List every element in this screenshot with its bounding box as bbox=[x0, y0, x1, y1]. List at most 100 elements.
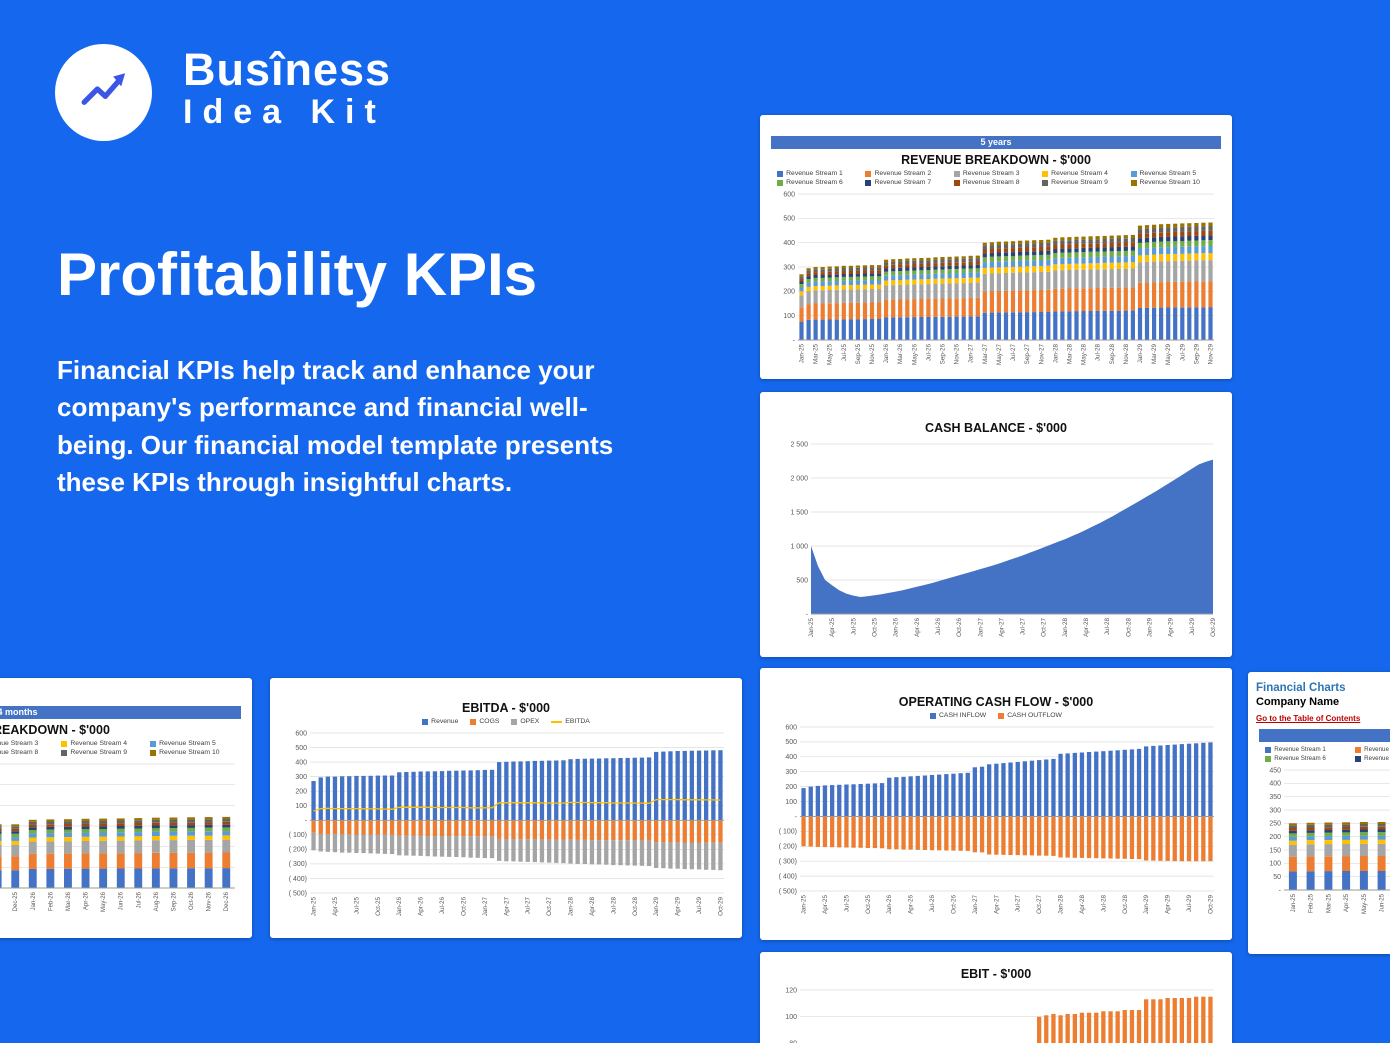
svg-text:May-26: May-26 bbox=[911, 344, 918, 365]
svg-text:Nov-25: Nov-25 bbox=[0, 891, 2, 911]
svg-text:( 500): ( 500) bbox=[779, 888, 797, 895]
svg-text:Jun-26: Jun-26 bbox=[119, 891, 125, 910]
svg-text:Jul-25: Jul-25 bbox=[353, 897, 360, 915]
legend-swatch bbox=[1130, 179, 1137, 186]
svg-text:Oct-26: Oct-26 bbox=[189, 891, 195, 910]
brand-name: Busîness Idea Kit bbox=[183, 46, 391, 131]
svg-text:Jan-29: Jan-29 bbox=[1137, 344, 1144, 364]
legend-item: Revenue Stream 5 bbox=[1130, 170, 1215, 177]
legend-item: COGS bbox=[470, 718, 499, 725]
period-badge: 5 years bbox=[771, 136, 1221, 149]
legend-swatch bbox=[1265, 755, 1272, 762]
svg-text:Jul-28: Jul-28 bbox=[1104, 618, 1111, 636]
svg-text:450: 450 bbox=[1269, 767, 1281, 774]
svg-text:Jul-29: Jul-29 bbox=[1186, 895, 1193, 913]
svg-text:Apr-28: Apr-28 bbox=[1083, 618, 1090, 637]
svg-text:Jan-26: Jan-26 bbox=[31, 891, 37, 910]
svg-text:( 500): ( 500) bbox=[289, 890, 307, 897]
operating-cash-flow-plot: 600 500 400 300 200 100 - ( 100) ( 200) ( 300) ( 4… bbox=[770, 721, 1222, 921]
svg-text:Dec-25: Dec-25 bbox=[13, 891, 19, 911]
trend-arrow-icon bbox=[81, 72, 125, 105]
legend-item: Revenue Stream 1 bbox=[777, 170, 861, 177]
legend-item: Revenue Stream 3 bbox=[0, 740, 39, 747]
ebit-card: EBIT - $'000 12010080604020-Jan-25Apr-25… bbox=[760, 952, 1232, 1043]
ebit-plot: 12010080604020-Jan-25Apr-25Jul-25Oct-25J… bbox=[770, 984, 1222, 1043]
svg-text:Oct-28: Oct-28 bbox=[632, 897, 639, 916]
legend-item: OPEX bbox=[511, 718, 539, 725]
svg-text:500: 500 bbox=[783, 216, 795, 223]
svg-text:Jan-27: Jan-27 bbox=[968, 344, 975, 364]
chart-title: EBIT - $'000 bbox=[960, 967, 1032, 981]
legend-item: Revenue bbox=[422, 718, 458, 725]
chart-legend: CASH INFLOW CASH OUTFLOW bbox=[768, 712, 1224, 719]
legend-item: Revenue Stream 9 bbox=[61, 749, 146, 756]
revenue-breakdown-24m-card: 24 months REVENUE BREAKDOWN - $'000 Reve… bbox=[0, 678, 252, 938]
svg-text:Jan-29: Jan-29 bbox=[653, 897, 660, 917]
svg-text:Oct-29: Oct-29 bbox=[1207, 895, 1214, 914]
svg-text:Apr-29: Apr-29 bbox=[1168, 618, 1175, 637]
svg-text:Apr-25: Apr-25 bbox=[1344, 893, 1350, 912]
svg-text:300: 300 bbox=[295, 774, 307, 781]
svg-text:2 500: 2 500 bbox=[790, 441, 808, 448]
legend-item: Revenue Stream 7 bbox=[865, 179, 949, 186]
company-name: Company Name bbox=[1256, 696, 1340, 708]
period-badge bbox=[1259, 729, 1390, 742]
operating-cash-flow-card: OPERATING CASH FLOW - $'000 CASH INFLOW C… bbox=[760, 668, 1232, 940]
toc-mini-plot: 450 400 350 300 250 200 150 100 50 - Jan-25 Feb-25 M… bbox=[1258, 764, 1390, 916]
legend-swatch bbox=[470, 718, 477, 725]
svg-text:Oct-26: Oct-26 bbox=[956, 618, 963, 637]
svg-text:100: 100 bbox=[1269, 861, 1281, 868]
svg-text:-: - bbox=[806, 611, 809, 618]
legend-swatch bbox=[930, 712, 936, 719]
svg-text:Sep-26: Sep-26 bbox=[172, 891, 178, 911]
svg-text:Apr-29: Apr-29 bbox=[1165, 895, 1172, 914]
svg-text:Aug-26: Aug-26 bbox=[154, 891, 160, 911]
svg-text:150: 150 bbox=[1269, 847, 1281, 854]
svg-text:600: 600 bbox=[785, 724, 797, 731]
svg-text:May-25: May-25 bbox=[827, 344, 834, 365]
svg-text:Jan-29: Jan-29 bbox=[1147, 618, 1154, 638]
svg-text:500: 500 bbox=[796, 577, 808, 584]
svg-text:Oct-28: Oct-28 bbox=[1125, 618, 1132, 637]
svg-text:May-27: May-27 bbox=[996, 344, 1003, 365]
legend-item: Revenue Stream 6 bbox=[1265, 755, 1351, 762]
svg-text:Nov-27: Nov-27 bbox=[1038, 344, 1045, 365]
svg-text:Jul-28: Jul-28 bbox=[1100, 895, 1107, 913]
ebitda-card: EBITDA - $'000 Revenue COGS OPEX EBITDA 600… bbox=[270, 678, 742, 938]
legend-swatch bbox=[1130, 170, 1137, 177]
legend-item: Revenue Stream 10 bbox=[150, 749, 235, 756]
svg-text:Nov-25: Nov-25 bbox=[869, 344, 876, 365]
svg-text:Jul-27: Jul-27 bbox=[1010, 344, 1017, 362]
svg-text:100: 100 bbox=[295, 803, 307, 810]
svg-text:May-29: May-29 bbox=[1165, 344, 1172, 365]
revenue-breakdown-5y-plot: 600 500 400 300 200 100 - Jan-25 Mar-25 May-25 Jul… bbox=[770, 188, 1222, 370]
legend-swatch bbox=[511, 718, 518, 725]
svg-text:300: 300 bbox=[1269, 807, 1281, 814]
svg-text:Mar-28: Mar-28 bbox=[1067, 344, 1074, 364]
svg-text:Oct-27: Oct-27 bbox=[546, 897, 553, 916]
svg-text:May-28: May-28 bbox=[1081, 344, 1088, 365]
svg-text:Nov-29: Nov-29 bbox=[1208, 344, 1215, 365]
svg-text:Jul-26: Jul-26 bbox=[439, 897, 446, 915]
legend-swatch bbox=[865, 179, 872, 186]
svg-text:500: 500 bbox=[785, 739, 797, 746]
svg-text:Jul-26: Jul-26 bbox=[136, 891, 142, 908]
legend-item: Revenue Stream 2 bbox=[1355, 746, 1390, 753]
svg-text:Jan-27: Jan-27 bbox=[482, 897, 489, 917]
legend-item: Revenue Stream 5 bbox=[150, 740, 235, 747]
legend-swatch bbox=[998, 712, 1005, 719]
legend-swatch bbox=[1265, 746, 1272, 753]
svg-text:Apr-28: Apr-28 bbox=[1079, 895, 1086, 914]
legend-swatch bbox=[777, 179, 784, 186]
legend-item: Revenue Stream 8 bbox=[0, 749, 39, 756]
table-of-contents-link[interactable]: Go to the Table of Contents bbox=[1256, 714, 1361, 723]
svg-text:Oct-27: Oct-27 bbox=[1041, 618, 1048, 637]
svg-text:Nov-26: Nov-26 bbox=[954, 344, 961, 365]
svg-text:Jun-25: Jun-25 bbox=[1380, 893, 1386, 912]
svg-text:Jan-27: Jan-27 bbox=[972, 895, 979, 915]
svg-text:Mar-25: Mar-25 bbox=[813, 344, 820, 364]
svg-text:600: 600 bbox=[295, 730, 307, 737]
svg-text:Apr-25: Apr-25 bbox=[822, 895, 829, 914]
